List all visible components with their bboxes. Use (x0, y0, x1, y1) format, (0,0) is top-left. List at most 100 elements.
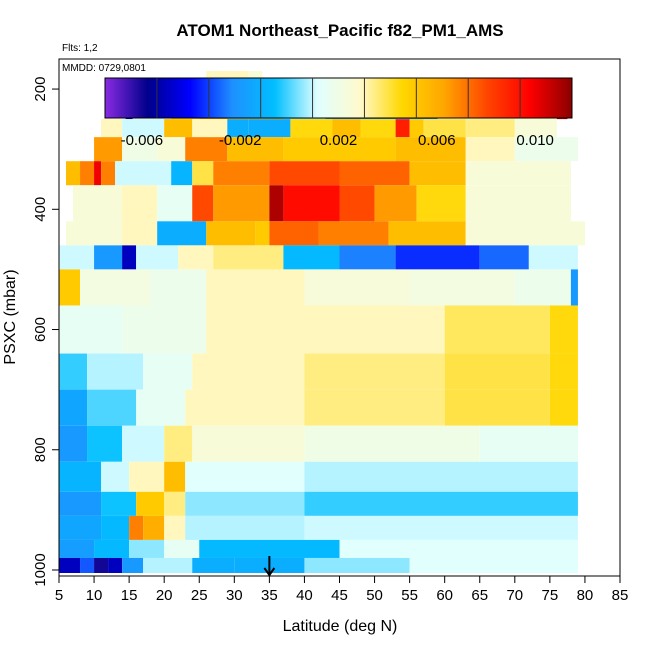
heatmap-cell (388, 221, 466, 246)
heatmap-cell (185, 491, 305, 516)
heatmap-cell (87, 389, 137, 426)
y-tick-label: 600 (32, 317, 49, 342)
heatmap-cell (318, 221, 389, 246)
y-tick-label: 400 (32, 197, 49, 222)
heatmap-cell (129, 461, 165, 492)
y-axis-label: PSXC (mbar) (2, 269, 19, 364)
heatmap-cell (122, 119, 165, 138)
heatmap-cell (339, 161, 410, 186)
heatmap-cell (199, 539, 340, 558)
x-tick-label: 50 (366, 587, 383, 604)
heatmap-cell (157, 221, 207, 246)
heatmap-cell (59, 425, 88, 462)
heatmap-cell (185, 137, 228, 162)
heatmap-cell (136, 491, 165, 516)
heatmap-cell (185, 461, 305, 492)
heatmap-cell (122, 137, 158, 162)
heatmap-cell (164, 491, 186, 516)
heatmap-cell (514, 119, 557, 138)
heatmap-cell (101, 461, 130, 492)
heatmap-cell (395, 119, 410, 138)
heatmap-cell (129, 539, 165, 558)
heatmap-cell (283, 245, 340, 270)
heatmap-cell (59, 269, 81, 306)
heatmap-cell (570, 269, 578, 306)
heatmap-cell (59, 245, 95, 270)
x-tick-label: 45 (331, 587, 348, 604)
heatmap-cell (444, 305, 550, 354)
x-tick-label: 80 (577, 587, 594, 604)
x-tick-label: 20 (156, 587, 173, 604)
heatmap-cell (94, 539, 130, 558)
latitude-marker-arrow (263, 556, 276, 577)
heatmap-cell (59, 539, 95, 558)
x-axis: 5 10 15 20 25 30 35 40 45 50 55 60 65 70 75 80 85 (55, 575, 629, 604)
x-tick-label: 35 (261, 587, 278, 604)
heatmap-cell (164, 461, 186, 492)
heatmap-cell (283, 185, 340, 222)
heatmap-cell (290, 119, 333, 138)
heatmap-cell (304, 353, 445, 390)
heatmap-cell (423, 119, 466, 138)
heatmap-cell (479, 245, 529, 270)
heatmap-cell (171, 161, 193, 186)
heatmap-cell (185, 389, 305, 426)
heatmap-cell (465, 137, 515, 162)
heatmap-cell (150, 269, 207, 306)
heatmap-cell (59, 491, 102, 516)
heatmap-cell (465, 119, 515, 138)
heatmap-cell (94, 245, 123, 270)
x-tick-label: 75 (542, 587, 559, 604)
heatmap-cell (409, 161, 466, 186)
heatmap-cell (444, 389, 550, 426)
heatmap-cell (269, 221, 319, 246)
heatmap-cell (115, 161, 172, 186)
heatmap-cell (339, 305, 445, 354)
heatmap-cell (206, 305, 340, 354)
heatmap-cell (304, 425, 480, 462)
heatmap-cell (66, 221, 123, 246)
heatmap-cell (269, 185, 284, 222)
heatmap-cell (409, 269, 515, 306)
heatmap-cell (80, 269, 151, 306)
heatmap-cell (59, 305, 123, 354)
chart-title: ATOM1 Northeast_Pacific f82_PM1_AMS (176, 21, 503, 40)
heatmap-cell (108, 557, 123, 573)
heatmap-cell (59, 353, 88, 390)
heatmap-cell (528, 245, 578, 270)
x-tick-label: 10 (86, 587, 103, 604)
heatmap-cell (465, 221, 585, 246)
heatmap-cell (164, 515, 186, 540)
x-tick-label: 15 (121, 587, 138, 604)
x-axis-label: Latitude (deg N) (283, 618, 398, 635)
heatmap-cell (339, 185, 375, 222)
heatmap-cell (409, 557, 578, 573)
heatmap-cell (101, 119, 123, 138)
colorbar-tick-label: 0.002 (320, 132, 358, 149)
heatmap-cell (304, 269, 410, 306)
x-tick-label: 65 (471, 587, 488, 604)
heatmap-cell (395, 137, 466, 162)
x-tick-label: 30 (226, 587, 243, 604)
heatmap-cell (304, 557, 410, 573)
x-tick-label: 55 (401, 587, 418, 604)
heatmap-cell (178, 245, 214, 270)
y-tick-label: 800 (32, 437, 49, 462)
x-tick-label: 70 (506, 587, 523, 604)
heatmap-cell (192, 557, 235, 573)
heatmap-cell (374, 185, 417, 222)
heatmap-cell (136, 245, 179, 270)
date-note: MMDD: 0729,0801 (62, 63, 146, 74)
heatmap-cell (94, 137, 123, 162)
x-tick-label: 85 (612, 587, 629, 604)
heatmap-cell (80, 557, 95, 573)
heatmap-cell (129, 515, 144, 540)
heatmap-cell (360, 119, 396, 138)
x-tick-label: 25 (191, 587, 208, 604)
heatmap-cell (122, 305, 207, 354)
heatmap-cell (395, 245, 480, 270)
colorbar-tick-label: -0.002 (219, 132, 262, 149)
heatmap-cell (514, 269, 571, 306)
heatmap-cell (255, 221, 270, 246)
